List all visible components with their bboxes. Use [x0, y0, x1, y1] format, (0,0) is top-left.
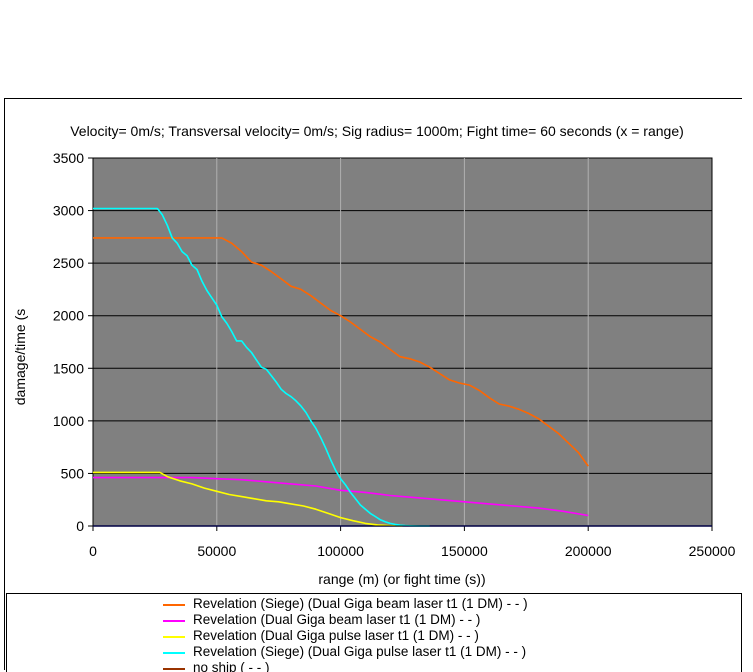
y-tick-label: 1500 [53, 360, 84, 376]
legend: Revelation (Siege) (Dual Giga beam laser… [6, 593, 742, 672]
y-tick-label: 3000 [53, 203, 84, 219]
y-tick-label: 2500 [53, 255, 84, 271]
series-line-3 [93, 471, 403, 527]
y-tick-label: 1000 [53, 413, 84, 429]
x-tick-label: 150000 [441, 543, 488, 559]
x-tick-label: 250000 [689, 543, 736, 559]
legend-label: Revelation (Dual Giga pulse laser t1 (1 … [193, 628, 479, 643]
legend-label: Revelation (Siege) (Dual Giga pulse lase… [193, 644, 527, 659]
y-tick-label: 500 [61, 465, 85, 481]
x-tick-label: 200000 [565, 543, 612, 559]
x-tick-label: 0 [89, 543, 97, 559]
y-tick-label: 2000 [53, 308, 84, 324]
legend-label: Revelation (Siege) (Dual Giga beam laser… [193, 596, 528, 611]
y-tick-label: 3500 [53, 150, 84, 166]
legend-swatch [163, 636, 185, 638]
legend-swatch [163, 668, 185, 670]
x-axis-label: range (m) (or fight time (s)) [318, 571, 485, 587]
legend-swatch [163, 604, 185, 606]
plot-background [92, 157, 713, 527]
chart-title: Velocity= 0m/s; Transversal velocity= 0m… [70, 123, 684, 139]
chart-frame [4, 98, 742, 670]
series-line-1 [93, 237, 589, 467]
series-line-2 [93, 476, 589, 517]
legend-swatch [163, 620, 185, 622]
y-tick-label: 0 [76, 518, 84, 534]
series-line-4 [93, 207, 430, 527]
y-axis-label: damage/time (s [12, 309, 28, 405]
plot-area: 0 500 1000 1500 2000 2500 3000 3500 0 50000 100000… [53, 150, 736, 559]
legend-label: no ship ( - - ) [193, 660, 270, 672]
x-tick-label: 50000 [197, 543, 236, 559]
x-tick-label: 100000 [317, 543, 364, 559]
legend-label: Revelation (Dual Giga beam laser t1 (1 D… [193, 612, 481, 627]
legend-swatch [163, 652, 185, 654]
